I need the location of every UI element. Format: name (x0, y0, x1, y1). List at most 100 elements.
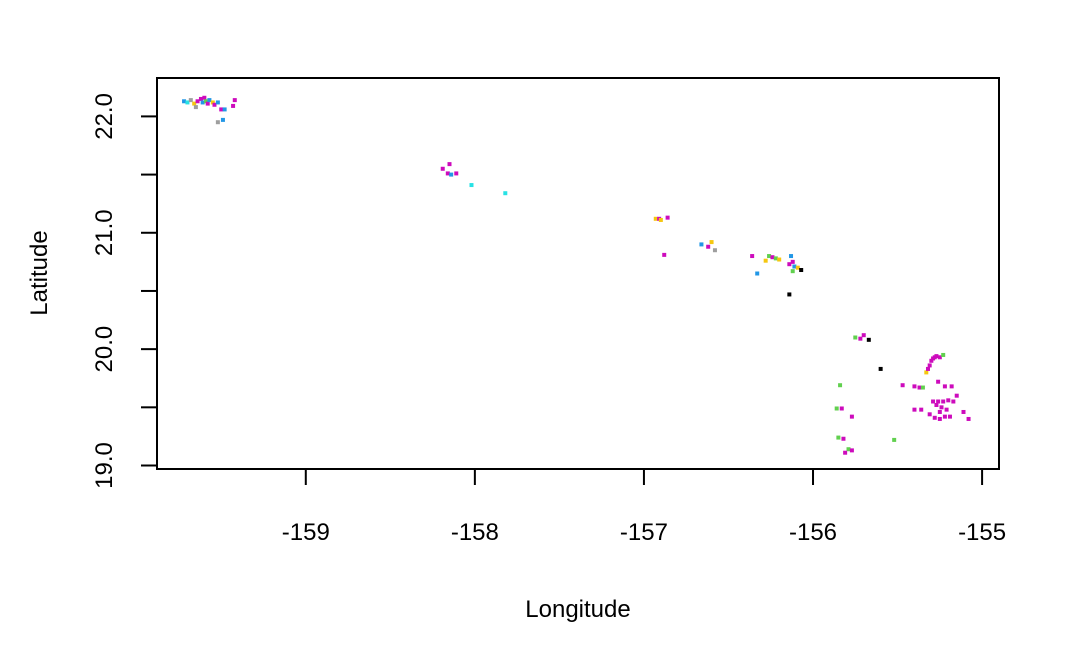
y-tick-label: 19.0 (91, 442, 118, 489)
data-point (210, 100, 215, 105)
x-axis-title: Longitude (525, 596, 630, 623)
data-point (942, 384, 947, 389)
data-point (932, 415, 937, 420)
data-point (838, 383, 843, 388)
data-point (207, 98, 212, 103)
data-point (212, 102, 217, 107)
data-point (937, 355, 942, 360)
data-point (220, 117, 225, 122)
data-point (763, 258, 768, 263)
x-tick-label: -158 (451, 519, 499, 546)
data-point (878, 366, 883, 371)
data-point (503, 191, 508, 196)
data-point (192, 101, 197, 106)
data-point (454, 171, 459, 176)
data-point (927, 363, 932, 368)
data-point (445, 171, 450, 176)
data-point (185, 100, 190, 105)
data-point (941, 399, 946, 404)
x-tick-label: -156 (789, 519, 837, 546)
data-point (219, 107, 224, 112)
data-point (951, 399, 956, 404)
data-point (440, 166, 445, 171)
data-point (447, 162, 452, 167)
data-point (920, 385, 925, 390)
data-point (900, 383, 905, 388)
data-point (767, 254, 772, 259)
data-point (853, 335, 858, 340)
y-tick-label: 20.0 (91, 326, 118, 373)
data-point (934, 402, 939, 407)
data-point (787, 262, 792, 267)
data-point (931, 399, 936, 404)
data-point (927, 412, 932, 417)
data-point (182, 99, 187, 104)
x-tick-label: -159 (282, 519, 330, 546)
data-point (653, 216, 658, 221)
data-point (936, 379, 941, 384)
data-point (839, 406, 844, 411)
data-point (795, 265, 800, 270)
data-point (846, 447, 851, 452)
data-point (892, 437, 897, 442)
data-point (925, 366, 930, 371)
data-point (787, 292, 792, 297)
data-point (706, 244, 711, 249)
data-point (232, 98, 237, 103)
data-point (193, 105, 198, 110)
data-point (188, 98, 193, 103)
data-point (946, 398, 951, 403)
data-point (205, 101, 210, 106)
data-point (917, 385, 922, 390)
data-point (792, 264, 797, 269)
data-point (912, 384, 917, 389)
data-point (770, 255, 775, 260)
data-point (941, 352, 946, 357)
data-point (198, 96, 203, 101)
data-point (699, 242, 704, 247)
data-point (200, 100, 205, 105)
data-point (195, 99, 200, 104)
x-tick-label: -157 (620, 519, 668, 546)
data-point (790, 259, 795, 264)
data-point (202, 95, 207, 100)
data-point (939, 405, 944, 410)
y-axis-title: Latitude (26, 230, 53, 315)
data-point (709, 240, 714, 245)
data-points (182, 95, 971, 455)
data-point (966, 416, 971, 421)
data-point (849, 448, 854, 453)
data-point (777, 257, 782, 262)
y-axis: 19.0 20.0 21.0 22.0 (91, 93, 158, 489)
y-tick-label: 21.0 (91, 209, 118, 256)
data-point (215, 120, 220, 125)
data-point (834, 406, 839, 411)
data-point (215, 100, 220, 105)
data-point (665, 215, 670, 220)
data-point (750, 254, 755, 259)
data-point (924, 370, 929, 375)
data-point (849, 414, 854, 419)
data-point (658, 217, 663, 222)
data-point (231, 103, 236, 108)
data-point (942, 414, 947, 419)
data-point (929, 358, 934, 363)
data-point (449, 172, 454, 177)
data-point (954, 393, 959, 398)
data-point (861, 333, 866, 338)
data-point (961, 409, 966, 414)
x-axis: -159 -158 -157 -156 -155 (282, 468, 1006, 546)
data-point (712, 248, 717, 253)
data-point (841, 436, 846, 441)
x-tick-label: -155 (958, 519, 1006, 546)
data-point (836, 435, 841, 440)
data-point (936, 399, 941, 404)
data-point (934, 354, 939, 359)
data-point (919, 407, 924, 412)
data-point (662, 252, 667, 257)
data-point (755, 271, 760, 276)
data-point (912, 407, 917, 412)
data-point (469, 183, 474, 188)
